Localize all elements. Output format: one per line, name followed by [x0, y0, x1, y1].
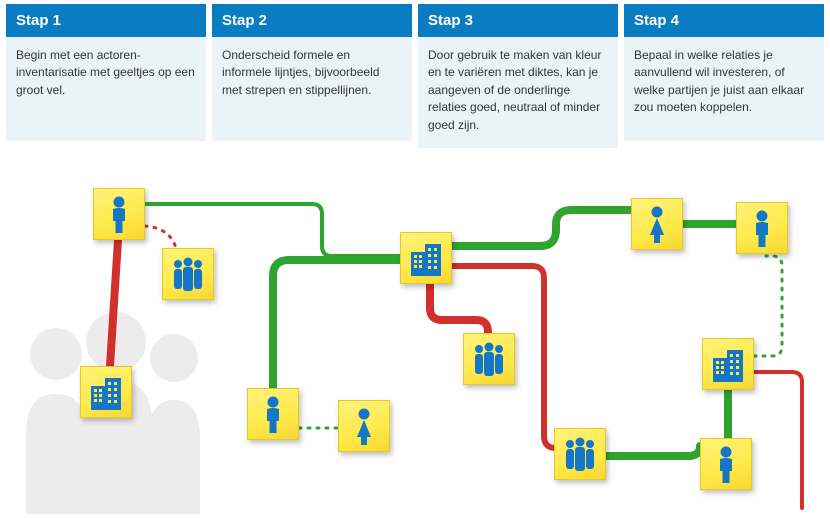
- sticky-note-person: [93, 188, 145, 240]
- step-3-title: Stap 3: [418, 4, 618, 37]
- woman-icon: [642, 205, 672, 243]
- sticky-note-woman: [631, 198, 683, 250]
- step-1-body: Begin met een actoren-inventarisatie met…: [6, 37, 206, 141]
- step-4: Stap 4 Bepaal in welke relaties je aanvu…: [624, 4, 824, 148]
- step-1-title: Stap 1: [6, 4, 206, 37]
- actor-network-diagram: [0, 148, 830, 518]
- group-icon: [168, 257, 208, 291]
- sticky-note-building: [702, 338, 754, 390]
- step-2: Stap 2 Onderscheid formele en informele …: [212, 4, 412, 148]
- sticky-note-group: [162, 248, 214, 300]
- sticky-note-woman: [338, 400, 390, 452]
- building-icon: [88, 374, 124, 410]
- sticky-note-person: [736, 202, 788, 254]
- group-icon: [469, 342, 509, 376]
- steps-row: Stap 1 Begin met een actoren-inventarisa…: [0, 0, 830, 148]
- group-icon: [560, 437, 600, 471]
- person-icon: [747, 209, 777, 247]
- sticky-note-group: [463, 333, 515, 385]
- sticky-note-building: [80, 366, 132, 418]
- person-icon: [104, 195, 134, 233]
- person-icon: [711, 445, 741, 483]
- sticky-note-person: [700, 438, 752, 490]
- step-3-body: Door gebruik te maken van kleur en te va…: [418, 37, 618, 148]
- step-4-body: Bepaal in welke relaties je aanvullend w…: [624, 37, 824, 141]
- step-2-body: Onderscheid formele en informele lijntje…: [212, 37, 412, 141]
- sticky-note-group: [554, 428, 606, 480]
- step-1: Stap 1 Begin met een actoren-inventarisa…: [6, 4, 206, 148]
- step-3: Stap 3 Door gebruik te maken van kleur e…: [418, 4, 618, 148]
- person-icon: [258, 395, 288, 433]
- woman-icon: [349, 407, 379, 445]
- sticky-note-building: [400, 232, 452, 284]
- building-icon: [710, 346, 746, 382]
- step-2-title: Stap 2: [212, 4, 412, 37]
- building-icon: [408, 240, 444, 276]
- sticky-note-person: [247, 388, 299, 440]
- step-4-title: Stap 4: [624, 4, 824, 37]
